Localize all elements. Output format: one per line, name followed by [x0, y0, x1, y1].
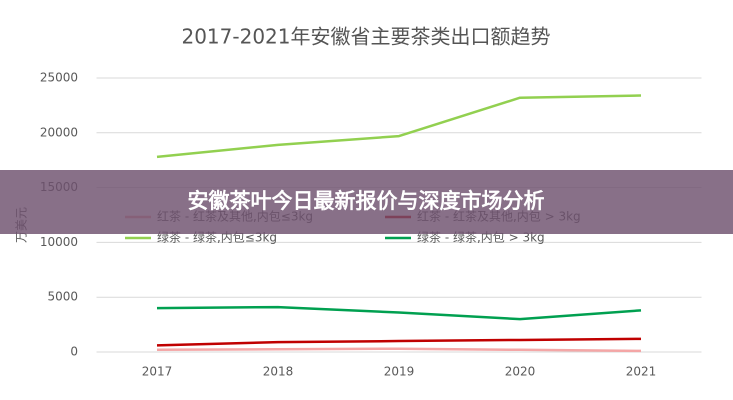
y-tick-label: 20000	[40, 125, 78, 139]
data-line	[156, 94, 642, 159]
banner-band	[0, 170, 733, 234]
y-tick-label: 5000	[47, 290, 78, 304]
chart-title: 2017-2021年安徽省主要茶类出口额趋势	[181, 25, 550, 49]
data-line	[156, 347, 642, 353]
x-tick-label: 2017	[142, 365, 173, 379]
data-line	[156, 337, 642, 347]
y-tick-label: 10000	[40, 235, 78, 249]
banner-text: 安徽茶叶今日最新报价与深度市场分析	[188, 189, 545, 213]
x-tick-label: 2020	[505, 365, 536, 379]
data-line	[156, 305, 642, 321]
y-tick-label: 25000	[40, 71, 78, 85]
x-tick-label: 2018	[263, 365, 294, 379]
y-tick-label: 0	[70, 345, 78, 359]
x-tick-label: 2021	[626, 365, 657, 379]
x-tick-label: 2019	[384, 365, 415, 379]
